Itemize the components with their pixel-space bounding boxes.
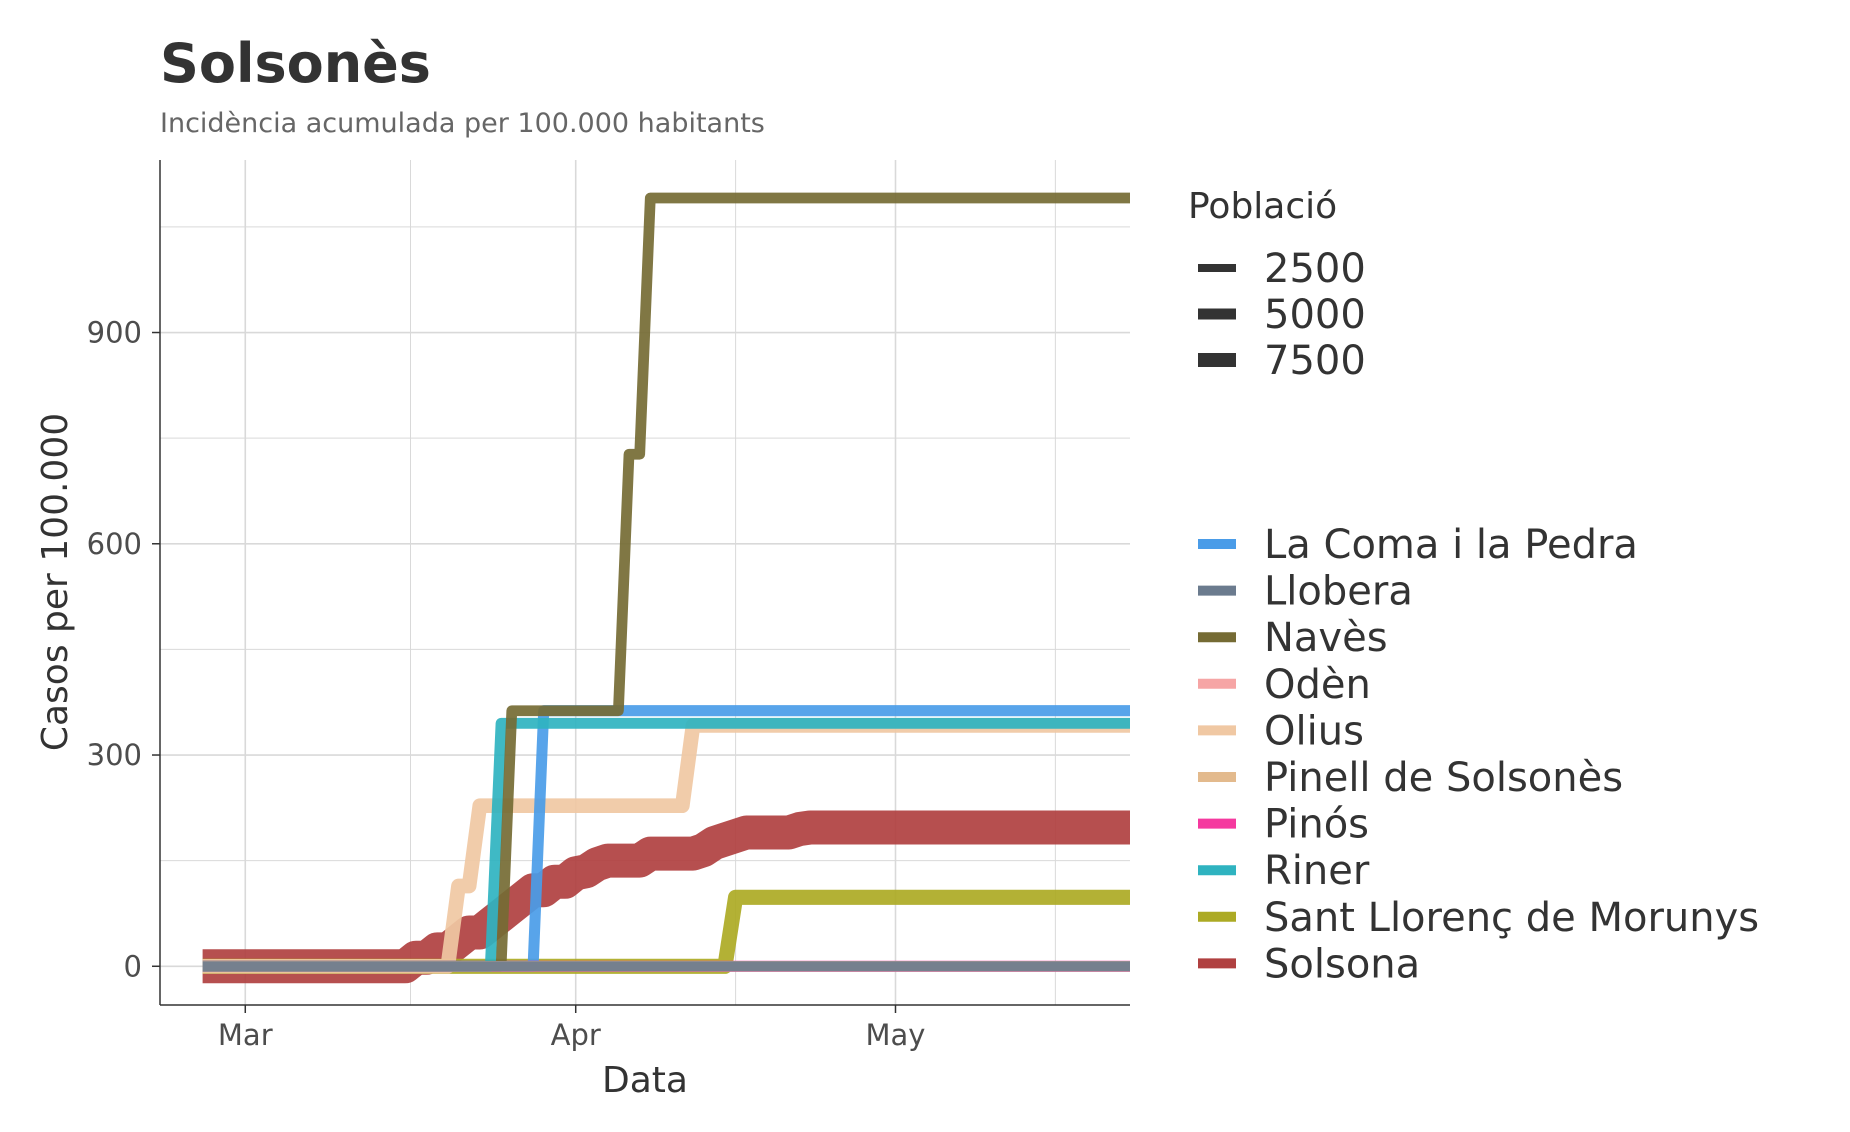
- x-tick-label: May: [866, 1018, 926, 1052]
- size-legend-label: 5000: [1264, 292, 1366, 338]
- chart-title: Solsonès: [160, 32, 431, 95]
- color-legend-label: Llobera: [1264, 569, 1413, 615]
- color-legend-label: Odèn: [1264, 662, 1371, 708]
- size-legend-title: Població: [1188, 186, 1337, 227]
- y-axis-title: Casos per 100.000: [35, 413, 76, 751]
- color-legend-label: Navès: [1264, 615, 1388, 661]
- series-lines: [202, 192, 1130, 984]
- x-ticks: Mar Apr May: [218, 1005, 926, 1052]
- color-legend: La Coma i la PedraLloberaNavèsOdènOliusP…: [1198, 522, 1759, 987]
- color-legend-label: Olius: [1264, 708, 1364, 754]
- color-legend-label: Riner: [1264, 848, 1370, 894]
- series-line-5: [202, 718, 1130, 974]
- x-axis-title: Data: [602, 1060, 688, 1101]
- axes: [159, 160, 1130, 1006]
- y-tick-label: 900: [87, 316, 142, 350]
- x-tick-label: Mar: [218, 1018, 273, 1052]
- color-legend-label: La Coma i la Pedra: [1264, 522, 1638, 568]
- color-legend-label: Pinell de Solsonès: [1264, 755, 1623, 801]
- size-legend-label: 7500: [1264, 338, 1366, 384]
- y-tick-label: 0: [124, 949, 142, 983]
- y-ticks: 0 300 600 900: [87, 316, 160, 983]
- color-legend-label: Pinós: [1264, 802, 1369, 848]
- x-tick-label: Apr: [551, 1018, 601, 1052]
- plot-area: Mar Apr May 0 300 600 900: [87, 160, 1130, 1052]
- chart-subtitle: Incidència acumulada per 100.000 habitan…: [160, 108, 765, 139]
- size-legend-label: 2500: [1264, 246, 1366, 292]
- color-legend-label: Solsona: [1264, 941, 1420, 987]
- y-tick-label: 300: [87, 738, 142, 772]
- y-tick-label: 600: [87, 527, 142, 561]
- series-line-3: [202, 192, 1130, 972]
- color-legend-label: Sant Llorenç de Morunys: [1264, 895, 1759, 941]
